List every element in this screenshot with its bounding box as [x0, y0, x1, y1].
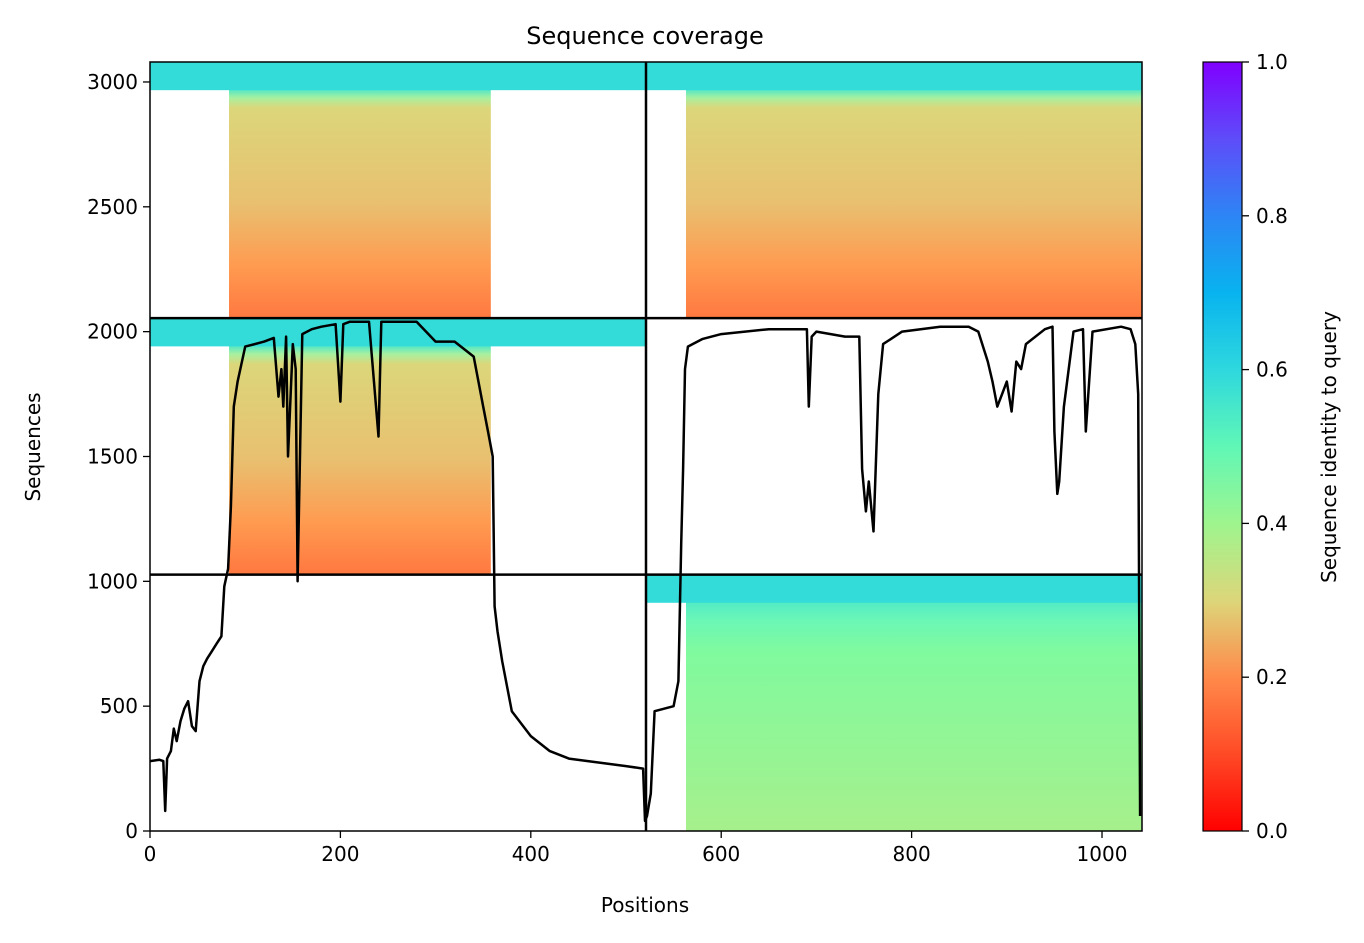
- x-axis-label: Positions: [601, 893, 689, 917]
- chart-title: Sequence coverage: [526, 22, 763, 50]
- colorbar-ticks: 0.0 0.2 0.4 0.6 0.8 1.0: [1242, 50, 1288, 843]
- coverage-line-layer: [150, 320, 1142, 823]
- y-tick-label: 1500: [87, 444, 138, 468]
- chain-boundaries: [150, 62, 1142, 831]
- colorbar-tick-label: 0.6: [1256, 358, 1288, 382]
- y-tick-label: 1000: [87, 569, 138, 593]
- colorbar-tick-label: 1.0: [1256, 50, 1288, 74]
- x-tick-label: 400: [512, 842, 550, 866]
- identity-band-top-left: [150, 62, 646, 91]
- identity-band-top-right: [646, 62, 1142, 91]
- y-axis-label: Sequences: [21, 392, 45, 501]
- coverage-block-middle-left: [229, 318, 491, 575]
- coverage-block-top-left: [229, 62, 491, 319]
- y-tick-label: 0: [125, 819, 138, 843]
- y-tick-label: 2500: [87, 195, 138, 219]
- x-tick-label: 1000: [1077, 842, 1128, 866]
- colorbar-label: Sequence identity to query: [1317, 311, 1341, 583]
- colorbar: [1202, 61, 1243, 832]
- colorbar-tick-label: 0.4: [1256, 511, 1288, 535]
- coverage-block-top-right: [685, 62, 1142, 319]
- coverage-line: [150, 320, 1142, 823]
- y-tick-label: 3000: [87, 70, 138, 94]
- identity-band-bottom-right: [646, 574, 1142, 603]
- coverage-blocks: [150, 62, 1142, 831]
- x-tick-label: 0: [144, 842, 157, 866]
- coverage-block-bottom-right: [685, 574, 1142, 831]
- x-tick-label: 600: [702, 842, 740, 866]
- y-tick-label: 500: [100, 694, 138, 718]
- colorbar-tick-label: 0.8: [1256, 204, 1288, 228]
- y-axis: 0 500 1000 1500 2000 2500 3000: [87, 70, 150, 843]
- plot-frame: [149, 61, 1143, 832]
- y-tick-label: 2000: [87, 320, 138, 344]
- x-tick-label: 200: [321, 842, 359, 866]
- colorbar-tick-label: 0.2: [1256, 665, 1288, 689]
- x-axis: 0 200 400 600 800 1000: [144, 831, 1128, 866]
- colorbar-tick-label: 0.0: [1256, 819, 1288, 843]
- x-tick-label: 800: [893, 842, 931, 866]
